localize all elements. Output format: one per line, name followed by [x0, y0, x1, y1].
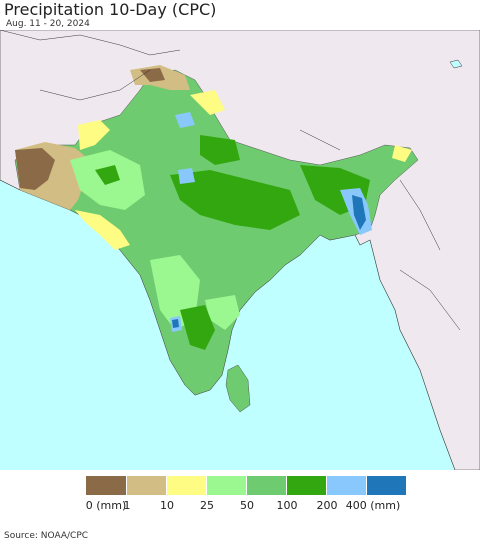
legend-label-4: 50 — [240, 499, 254, 512]
source-note: Source: NOAA/CPC — [4, 531, 89, 541]
legend-label-2: 10 — [160, 499, 174, 512]
date-range: Aug. 11 - 20, 2024 — [6, 19, 90, 29]
legend-swatch-1 — [127, 476, 167, 495]
legend-label-1: 1 — [123, 499, 131, 512]
legend-label-3: 25 — [200, 499, 214, 512]
legend: 0 (mm) 1 10 25 50 100 200 400 (mm) — [0, 470, 480, 520]
legend-label-6: 200 — [316, 499, 338, 512]
legend-swatch-2 — [167, 476, 207, 495]
legend-swatch-4 — [247, 476, 287, 495]
precipitation-map — [0, 30, 480, 470]
legend-label-0: 0 (mm) — [85, 499, 127, 512]
legend-swatch-6 — [327, 476, 367, 495]
legend-label-5: 100 — [276, 499, 298, 512]
legend-swatch-3 — [207, 476, 247, 495]
legend-swatch-0 — [86, 476, 127, 495]
legend-swatch-5 — [287, 476, 327, 495]
legend-swatch-7 — [367, 476, 407, 495]
map-title: Precipitation 10-Day (CPC) — [4, 0, 217, 19]
legend-label-7: 400 (mm) — [345, 499, 401, 512]
